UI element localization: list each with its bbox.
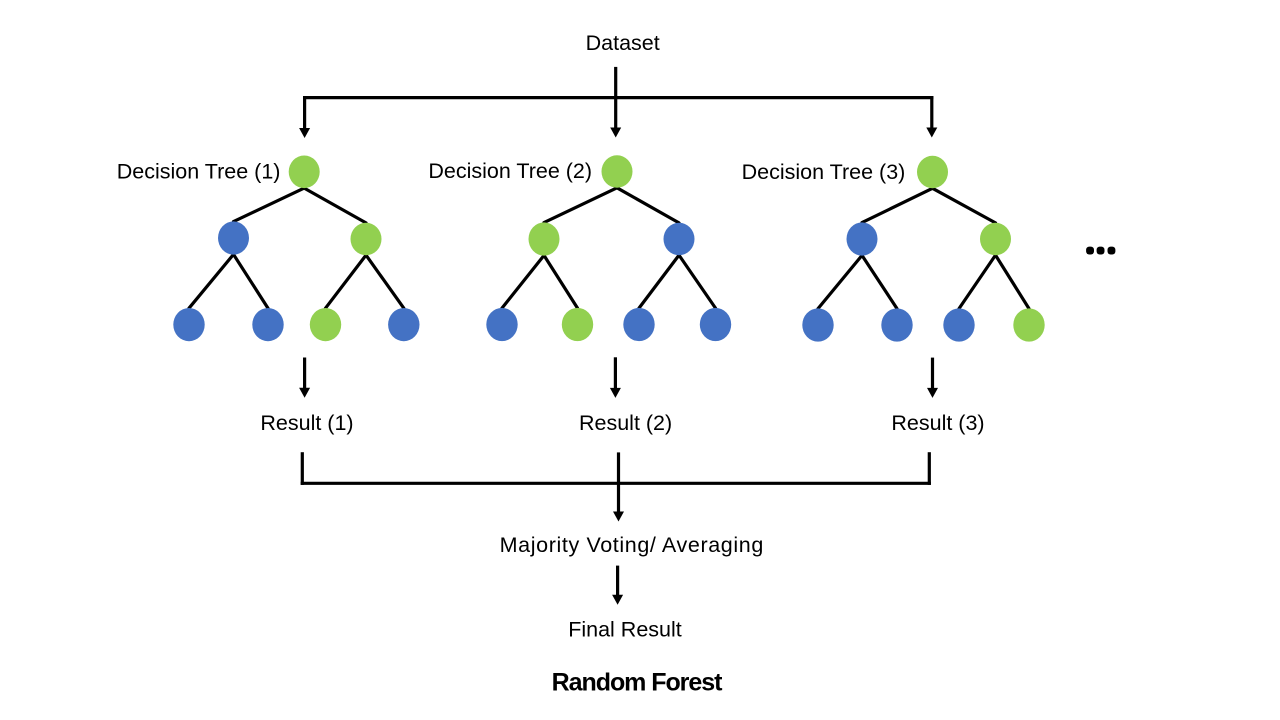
svg-text:Decision Tree (3): Decision Tree (3) [742,160,906,184]
svg-text:Dataset: Dataset [586,31,660,55]
svg-text:Result (3): Result (3) [891,411,984,435]
svg-text:Random Forest: Random Forest [552,669,723,697]
svg-text:Decision Tree (2): Decision Tree (2) [428,159,592,183]
svg-text:Majority Voting/ Averaging: Majority Voting/ Averaging [500,533,764,557]
svg-text:Result (2): Result (2) [579,411,672,435]
svg-text:Result (1): Result (1) [260,411,353,435]
svg-text:Decision Tree (1): Decision Tree (1) [117,160,281,184]
svg-text:Final Result: Final Result [568,618,682,642]
